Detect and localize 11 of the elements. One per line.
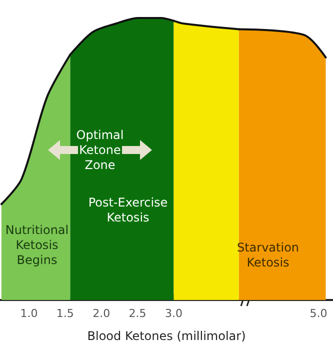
- x-tick-label: 1.5: [56, 307, 74, 320]
- annotation: Nutritional Ketosis Begins: [5, 223, 69, 267]
- annotation: Starvation Ketosis: [236, 240, 300, 270]
- x-tick-label: 2.5: [128, 307, 146, 320]
- annotation: Post-Exercise Ketosis: [88, 196, 168, 224]
- x-tick-label: 5.0: [310, 307, 328, 320]
- x-tick-label: 1.0: [20, 307, 38, 320]
- x-tick-label: 2.0: [92, 307, 110, 320]
- x-axis-title: Blood Ketones (millimolar): [87, 329, 246, 343]
- x-tick-label: 3.0: [164, 307, 182, 320]
- annotation: Optimal Ketone Zone: [76, 128, 124, 172]
